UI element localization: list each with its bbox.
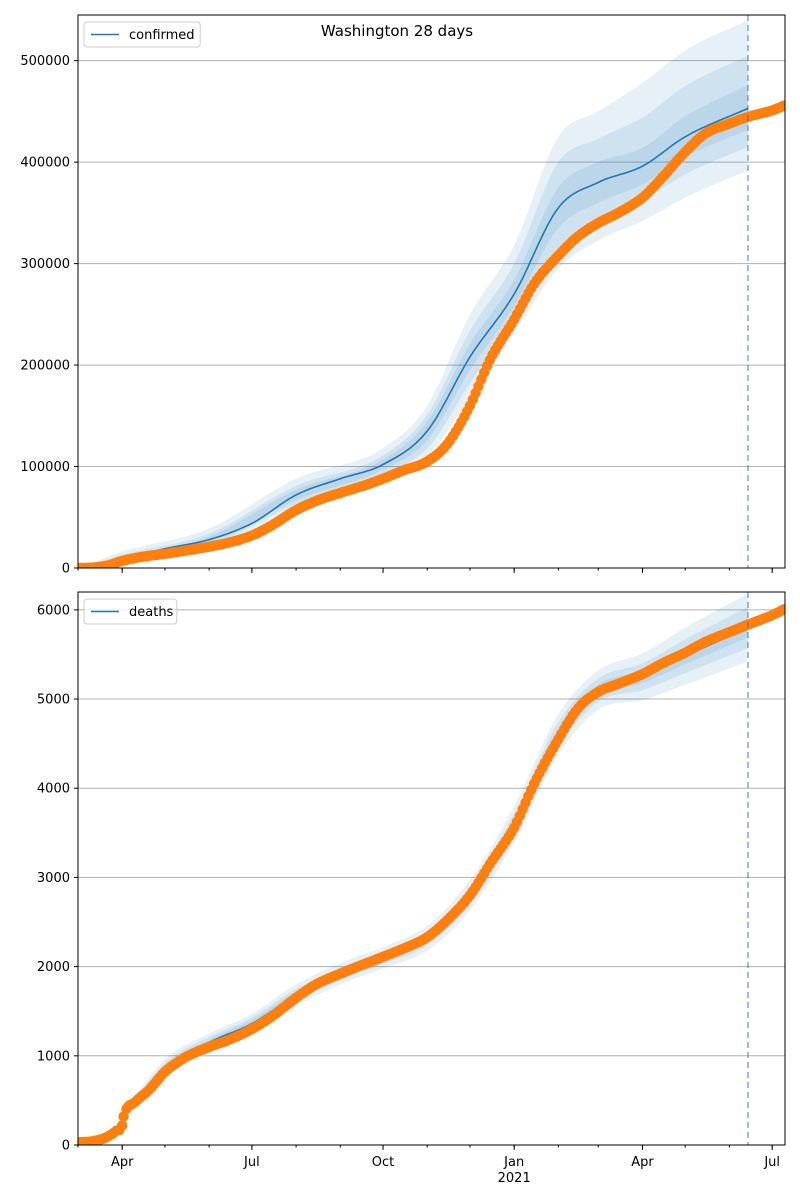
observed-points (78, 603, 785, 1145)
y-tick-label: 6000 (37, 603, 70, 618)
legend: confirmed (83, 21, 201, 48)
x-tick-label: Oct (372, 1155, 394, 1170)
axes-frame (77, 14, 786, 569)
x-tick-label: Apr (111, 1155, 134, 1170)
y-tick-label: 0 (62, 1139, 70, 1154)
x-tick-label: Jul (763, 1155, 780, 1170)
y-tick-label: 4000 (37, 782, 70, 797)
y-tick-label: 300000 (20, 257, 70, 272)
uncertainty-band-1 (78, 20, 748, 568)
legend-label: deaths (129, 605, 174, 620)
y-tick-label: 1000 (37, 1049, 70, 1064)
figure-title: Washington 28 days (321, 22, 473, 40)
legend-box (83, 598, 178, 625)
observed-points (78, 100, 785, 568)
uncertainty-band-2 (122, 607, 748, 1121)
y-tick-label: 5000 (37, 693, 70, 708)
plot-area (78, 20, 785, 568)
axes-frame (77, 591, 786, 1146)
uncertainty-band-1 (122, 593, 748, 1123)
x-tick-label: Jul (243, 1155, 260, 1170)
plot-area (78, 593, 785, 1145)
legend: deaths (83, 598, 178, 625)
y-tick-label: 400000 (20, 156, 70, 171)
observed-point (779, 603, 785, 615)
observed-point (779, 100, 785, 111)
x-tick-label: Jan (503, 1155, 524, 1170)
observed-point (117, 1120, 128, 1131)
uncertainty-band-3 (78, 85, 748, 568)
y-tick-label: 3000 (37, 871, 70, 886)
uncertainty-band-2 (78, 55, 748, 568)
y-tick-label: 0 (62, 562, 70, 577)
confirmed-panel: 0 100000 200000 300000 400000 500000 confirmed (20, 14, 786, 577)
x-tick-label: Apr (631, 1155, 654, 1170)
x-tick-sublabel: 2021 (498, 1171, 531, 1186)
legend-label: confirmed (129, 28, 195, 43)
y-tick-label: 100000 (20, 460, 70, 475)
legend-box (83, 21, 201, 48)
y-tick-label: 2000 (37, 960, 70, 975)
confirmed-line (78, 107, 749, 568)
deaths-panel: 0 1000 2000 3000 4000 5000 6000 Apr Jul Oct Jan202… (37, 591, 786, 1186)
y-tick-label: 200000 (20, 359, 70, 374)
y-tick-label: 500000 (20, 54, 70, 69)
